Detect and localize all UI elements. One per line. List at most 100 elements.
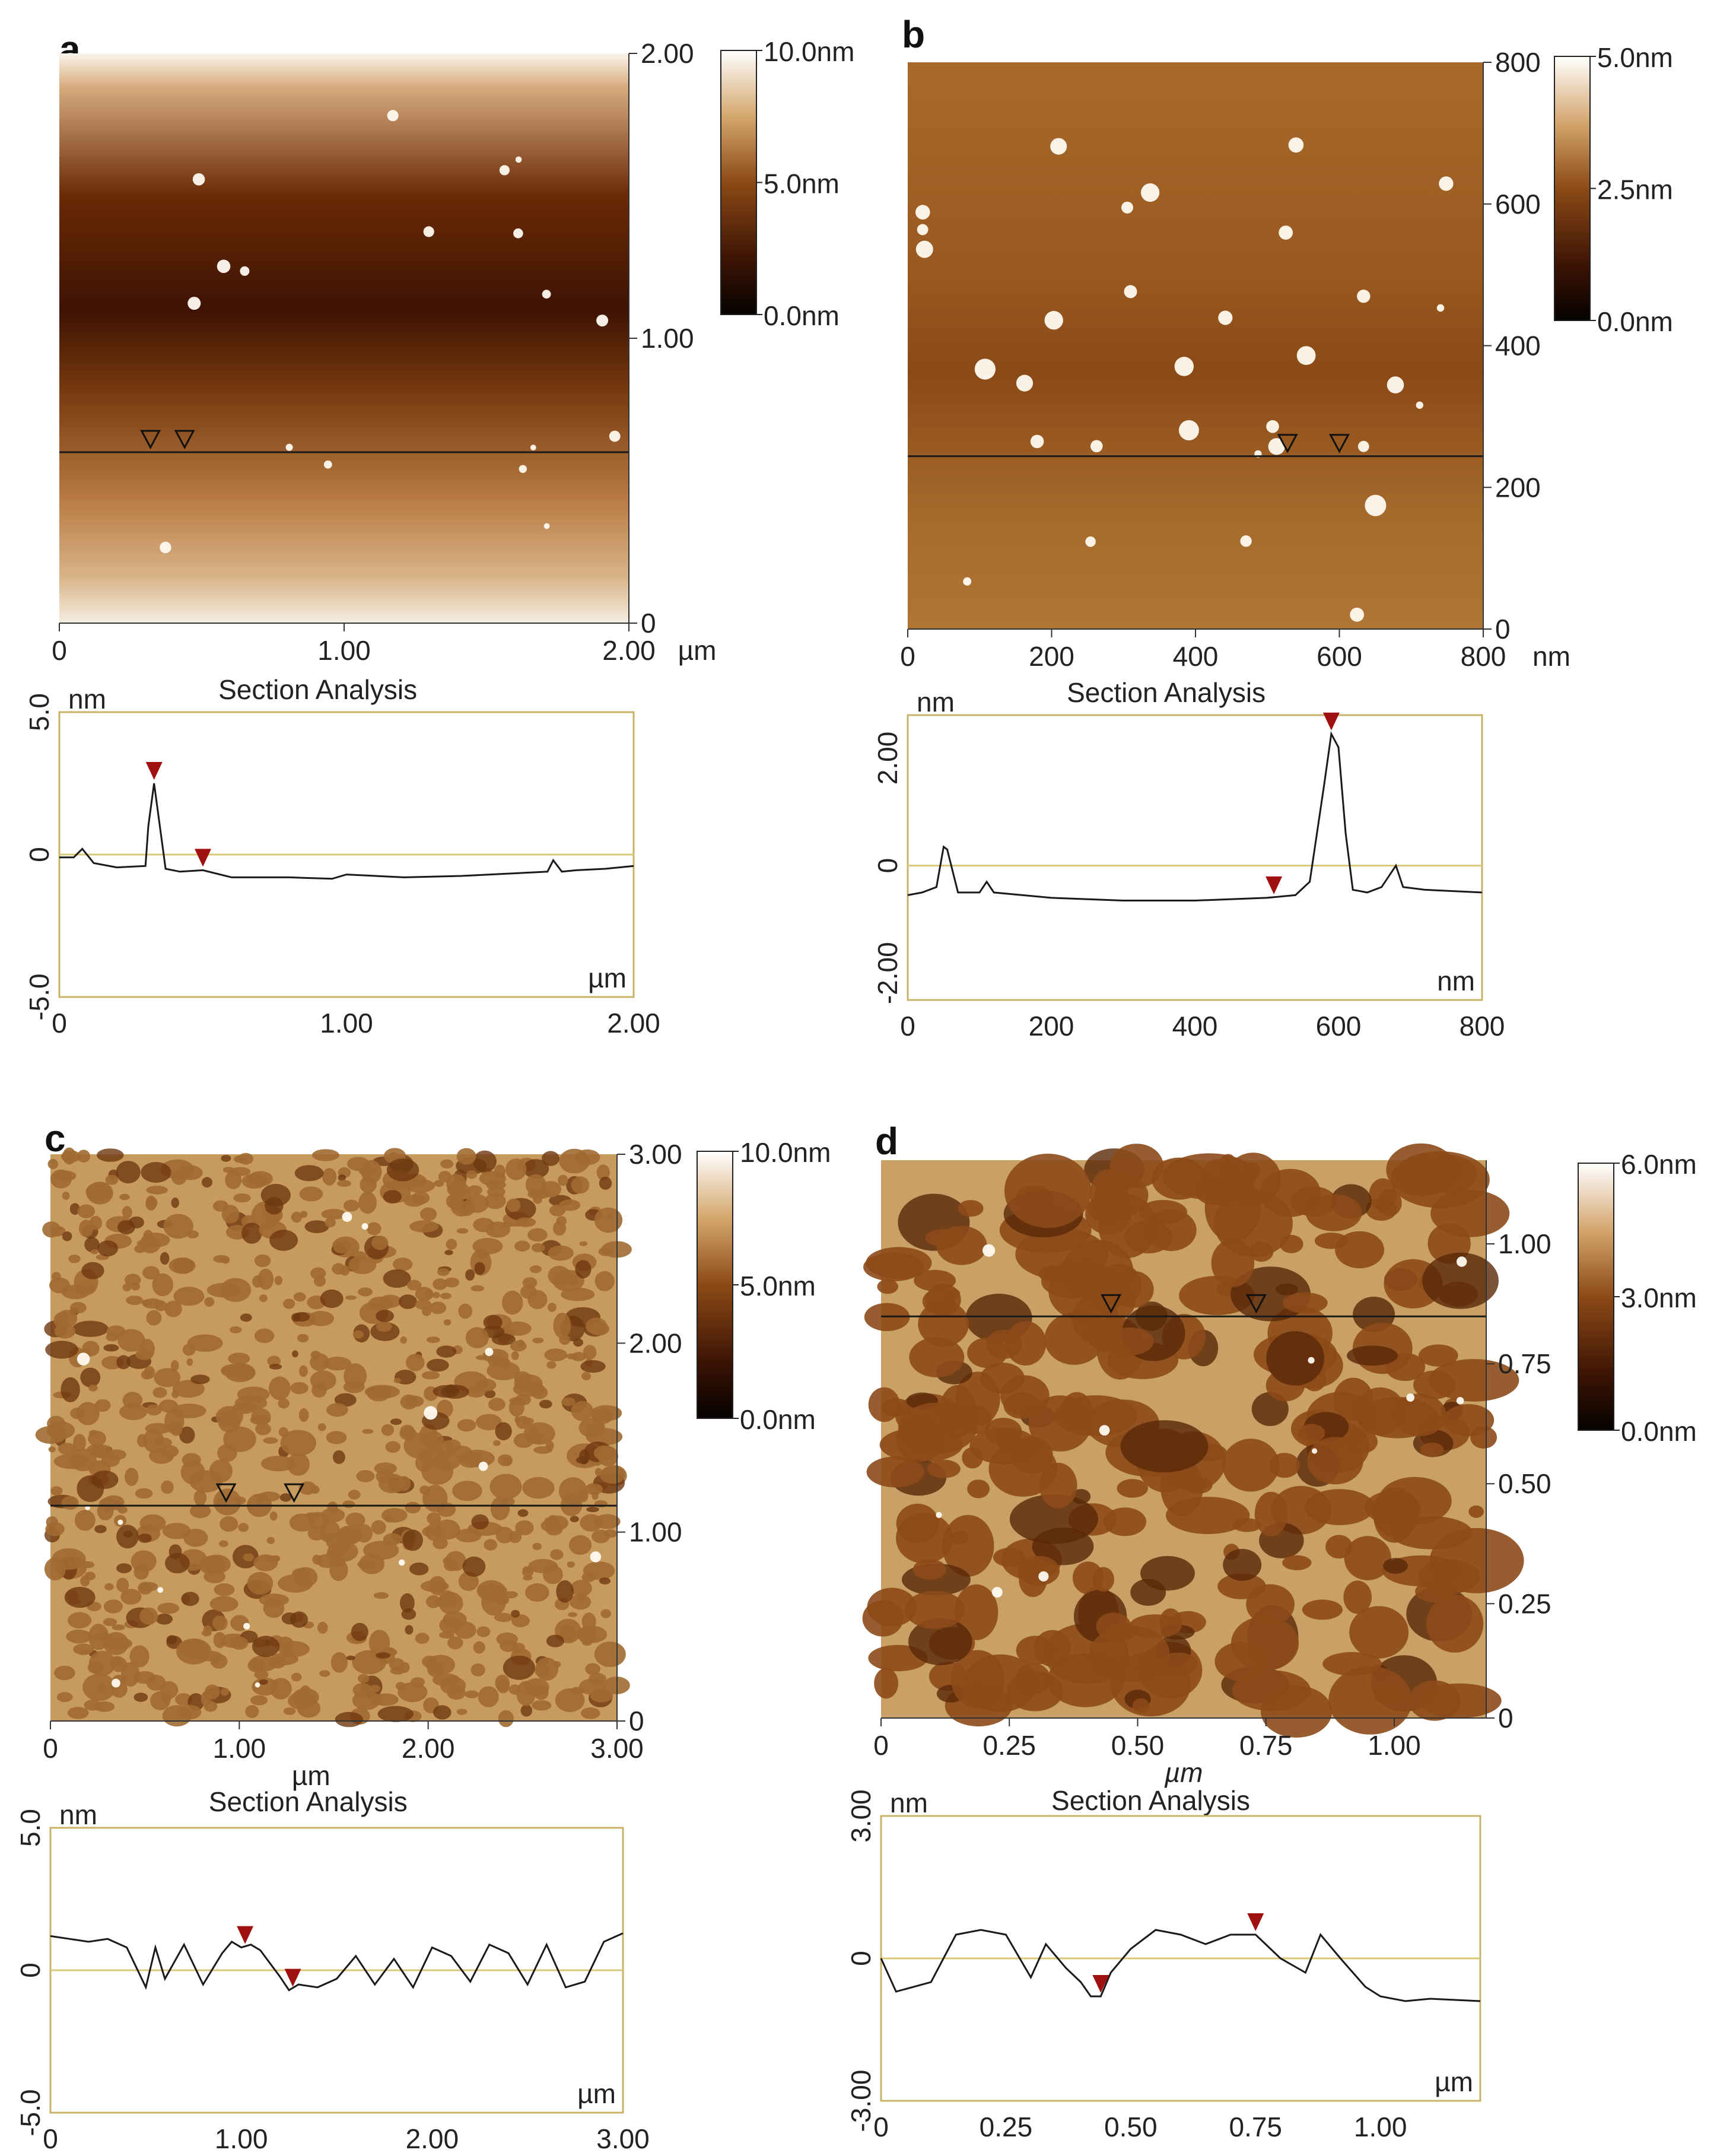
surface-domain [80,1561,95,1568]
surface-domain [172,1404,206,1418]
surface-domain [904,1590,965,1629]
surface-domain [45,1522,65,1536]
surface-domain [422,1526,437,1537]
surface-domain [312,1554,322,1565]
particle [1016,374,1034,392]
surface-domain [571,1401,593,1421]
surface-domain [73,1643,94,1655]
surface-domain [311,1382,327,1398]
surface-domain [68,1255,81,1263]
surface-domain [473,1641,485,1654]
surface-domain [936,1225,987,1265]
surface-domain [367,1222,381,1236]
particle [187,297,201,310]
surface-domain [424,1431,444,1451]
particle [915,205,930,220]
surface-domain [274,1276,283,1285]
surface-domain [598,1247,613,1256]
surface-domain [446,1239,457,1250]
section-profile [59,783,634,880]
surface-domain [473,1218,495,1233]
surface-domain [462,1556,486,1577]
colorbar-label: 3.0nm [1621,1282,1697,1313]
surface-domain [1314,1233,1348,1249]
surface-domain [336,1180,351,1187]
section-cursor [145,762,163,780]
surface-domain [299,1186,323,1202]
surface-domain [88,1431,107,1446]
surface-domain [405,1625,414,1635]
surface-domain [567,1561,575,1568]
surface-domain [476,1414,502,1431]
surface-domain [484,1539,497,1551]
surface-domain [138,1582,152,1595]
surface-domain [358,1287,373,1297]
surface-domain [549,1204,565,1217]
surface-domain [343,1199,360,1212]
surface-domain [583,1345,597,1360]
x-tick-label: 3.00 [590,1733,644,1764]
surface-domain [291,1211,303,1223]
surface-domain [171,1390,179,1399]
surface-domain [50,1169,72,1189]
particle [609,430,621,442]
surface-domain [1420,1442,1444,1458]
surface-domain [1166,1497,1250,1535]
x-tick-label: 2.00 [602,635,656,666]
surface-domain [289,1513,315,1532]
y-tick-label: 800 [1495,47,1541,78]
surface-domain [599,1176,612,1190]
surface-domain [61,1377,80,1402]
surface-domain [345,1512,365,1528]
surface-domain [400,1424,415,1437]
surface-domain [364,1385,400,1399]
particle [1406,1393,1415,1402]
section-x-tick-label: 200 [1029,1011,1074,1042]
surface-domain [69,1203,80,1215]
surface-domain [78,1220,94,1237]
particle [936,1512,942,1518]
surface-domain [186,1230,199,1239]
surface-domain [491,1333,516,1345]
surface-domain [571,1176,590,1194]
surface-domain [238,1523,249,1532]
surface-domain [533,1193,543,1204]
surface-domain [300,1211,308,1218]
surface-domain [125,1468,139,1487]
surface-domain [170,1360,179,1371]
particle [982,1244,996,1257]
surface-domain [942,1514,994,1577]
surface-domain [254,1254,271,1268]
surface-domain [152,1387,167,1398]
particle [485,1348,494,1357]
surface-domain [77,1150,90,1163]
surface-domain [556,1580,574,1603]
surface-domain [1328,1666,1413,1735]
particle [1174,357,1194,376]
surface-domain [406,1354,425,1371]
surface-domain [326,1403,348,1417]
surface-domain [77,1475,104,1502]
surface-domain [1222,1439,1279,1492]
surface-domain [317,1621,328,1634]
surface-domain [511,1609,520,1618]
particle [1099,1425,1110,1436]
surface-domain [561,1287,595,1301]
surface-domain [1004,1154,1092,1228]
particle [1456,1397,1464,1405]
colorbar-scale [697,1151,733,1419]
surface-domain [182,1453,201,1468]
panel-d: d 0 0.25 0.50 0.75 1.00 µm 1.00 0.75 0.50 0.25 0 6.0… [845,1120,1697,2142]
surface-domain [67,1707,89,1719]
surface-domain [485,1193,506,1209]
surface-domain [1430,1190,1510,1237]
surface-domain [154,1300,167,1312]
surface-domain [951,1531,969,1545]
surface-domain [116,1355,131,1370]
surface-domain [240,1313,252,1322]
y-tick-label: 1.00 [641,323,694,354]
section-y-tick-label: -5.0 [15,2089,46,2136]
surface-domain [356,1470,375,1482]
